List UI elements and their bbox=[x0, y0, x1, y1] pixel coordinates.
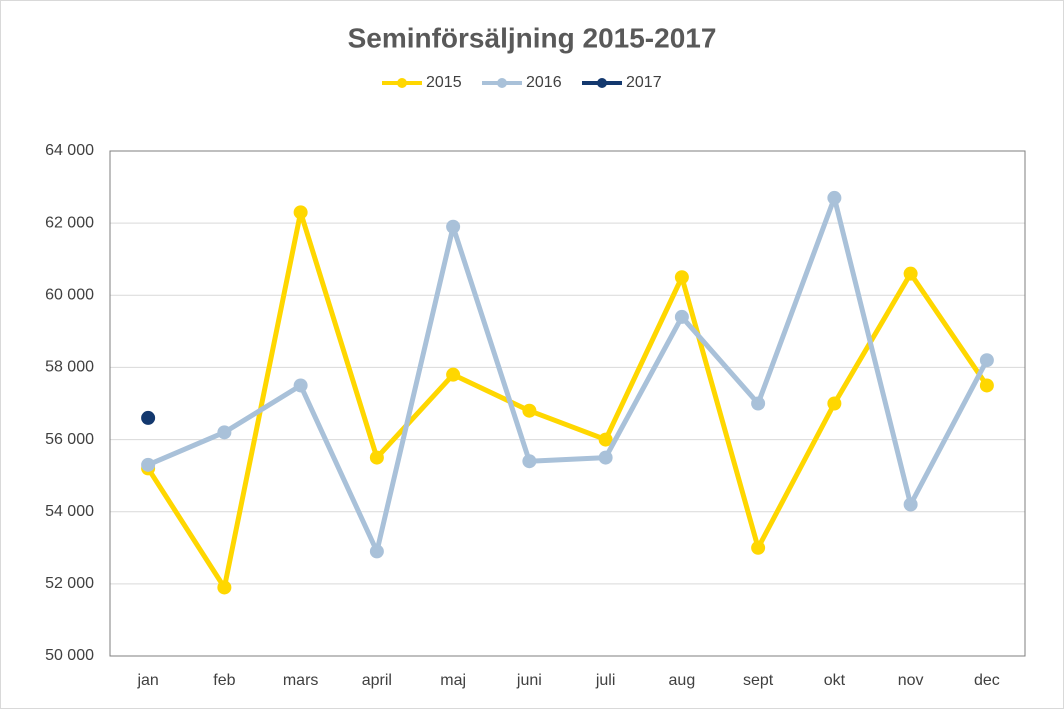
data-point bbox=[598, 450, 613, 465]
x-tick-label: april bbox=[362, 672, 392, 689]
x-tick-label: dec bbox=[974, 672, 1000, 689]
legend-marker bbox=[397, 78, 407, 88]
y-tick-label: 64 000 bbox=[45, 142, 94, 159]
data-point bbox=[217, 580, 232, 595]
data-point bbox=[293, 378, 308, 393]
x-tick-label: jan bbox=[136, 672, 158, 689]
x-tick-label: maj bbox=[440, 672, 466, 689]
data-point bbox=[979, 378, 994, 393]
x-tick-label: aug bbox=[669, 672, 696, 689]
x-tick-label: juni bbox=[516, 672, 542, 689]
data-point bbox=[293, 205, 308, 220]
data-point bbox=[979, 353, 994, 368]
data-point bbox=[674, 270, 689, 285]
data-point bbox=[522, 403, 537, 418]
legend-label: 2016 bbox=[526, 74, 562, 91]
series-line bbox=[147, 195, 990, 554]
plot-border bbox=[109, 150, 1026, 657]
data-point bbox=[827, 396, 842, 411]
y-tick-label: 54 000 bbox=[45, 503, 94, 520]
data-point bbox=[903, 497, 918, 512]
legend-marker bbox=[597, 78, 607, 88]
series-line bbox=[146, 209, 989, 590]
legend-label: 2017 bbox=[626, 74, 662, 91]
chart-title: Seminförsäljning 2015-2017 bbox=[348, 22, 717, 53]
x-tick-label: okt bbox=[824, 672, 846, 689]
data-point bbox=[446, 367, 461, 382]
y-tick-label: 56 000 bbox=[45, 431, 94, 448]
data-point bbox=[141, 410, 156, 425]
legend-label: 2015 bbox=[426, 74, 462, 91]
data-point bbox=[217, 425, 232, 440]
x-tick-label: juli bbox=[595, 672, 616, 689]
y-tick-label: 58 000 bbox=[45, 359, 94, 376]
x-tick-label: feb bbox=[213, 672, 235, 689]
y-tick-label: 60 000 bbox=[45, 287, 94, 304]
y-tick-label: 52 000 bbox=[45, 575, 94, 592]
data-point bbox=[446, 219, 461, 234]
x-tick-label: mars bbox=[283, 672, 319, 689]
data-point bbox=[369, 450, 384, 465]
data-point bbox=[674, 309, 689, 324]
data-point bbox=[141, 457, 156, 472]
data-point bbox=[522, 454, 537, 469]
data-point bbox=[598, 432, 613, 447]
data-point bbox=[903, 266, 918, 281]
data-point bbox=[751, 540, 766, 555]
data-point bbox=[827, 190, 842, 205]
x-tick-label: nov bbox=[898, 672, 924, 689]
y-tick-label: 50 000 bbox=[45, 647, 94, 664]
x-tick-label: sept bbox=[743, 672, 774, 689]
data-point bbox=[369, 544, 384, 559]
data-point bbox=[751, 396, 766, 411]
y-tick-label: 62 000 bbox=[45, 214, 94, 231]
legend-marker bbox=[497, 78, 507, 88]
